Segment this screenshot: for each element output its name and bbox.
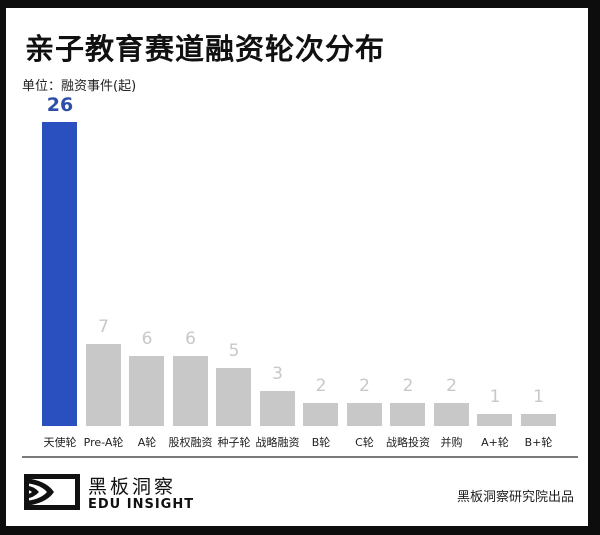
bar bbox=[216, 368, 251, 426]
bar-group: 6 bbox=[125, 329, 169, 426]
category-label: 并购 bbox=[440, 436, 463, 449]
bar bbox=[433, 403, 469, 426]
bar-value-label: 3 bbox=[272, 364, 283, 384]
unit-label: 单位：融资事件(起) bbox=[22, 79, 137, 94]
bar bbox=[346, 403, 382, 426]
bar-value-label: 6 bbox=[141, 329, 153, 349]
category-label: 战略融资 bbox=[255, 436, 300, 449]
bar-value-label: 5 bbox=[228, 341, 240, 361]
category-label: 战略投资 bbox=[386, 436, 430, 449]
bar-value-label: 2 bbox=[402, 376, 414, 396]
bar-group: 1 bbox=[517, 387, 561, 426]
bar bbox=[390, 403, 425, 426]
bar-value-label: 6 bbox=[185, 329, 196, 349]
bar-value-label: 1 bbox=[489, 387, 501, 407]
bar bbox=[129, 356, 164, 426]
category-label: 天使轮 bbox=[43, 436, 77, 449]
bar-group: 2 bbox=[386, 376, 430, 426]
chart-panel: 亲子教育赛道融资轮次分布 单位：融资事件(起) 26 天使轮 7 Pre-A轮 6 A轮 6… bbox=[6, 8, 588, 526]
bar-group: 3 bbox=[256, 364, 300, 426]
category-label: B轮 bbox=[311, 436, 331, 449]
bar-value-label: 2 bbox=[446, 376, 457, 396]
brand-name-en: EDU INSIGHT bbox=[88, 497, 195, 512]
bar bbox=[477, 414, 512, 426]
bar-group: 2 bbox=[343, 376, 387, 426]
bar bbox=[85, 344, 121, 426]
category-label: A+轮 bbox=[481, 436, 509, 449]
bar bbox=[42, 122, 77, 426]
brand-name-cn: 黑板洞察 bbox=[88, 476, 177, 498]
category-label: 股权融资 bbox=[168, 436, 213, 449]
category-label: 种子轮 bbox=[217, 436, 251, 449]
bar-value-label: 2 bbox=[315, 376, 327, 396]
footer-divider bbox=[22, 456, 578, 458]
bar-group: 2 bbox=[299, 376, 343, 426]
bar-group: 2 bbox=[430, 376, 474, 426]
bar-value-label: 2 bbox=[359, 376, 370, 396]
category-label: Pre-A轮 bbox=[83, 436, 124, 449]
bar-chart: 26 天使轮 7 Pre-A轮 6 A轮 6 股权融资 5 种子轮 3 战略融资 2 B轮 2 C轮 2 战略投资… bbox=[6, 8, 588, 458]
bar bbox=[259, 391, 295, 426]
category-label: B+轮 bbox=[524, 436, 553, 449]
bar-group: 7 bbox=[82, 317, 126, 426]
bar-value-label: 7 bbox=[98, 317, 109, 337]
bar-group: 5 bbox=[212, 341, 256, 426]
bar-group: 26 bbox=[38, 94, 82, 426]
bar bbox=[303, 403, 338, 426]
bar-group: 6 bbox=[169, 329, 213, 426]
page-title: 亲子教育赛道融资轮次分布 bbox=[25, 32, 386, 66]
bar bbox=[172, 356, 208, 426]
producer-credit: 黑板洞察研究院出品 bbox=[456, 490, 574, 505]
bar-value-label: 26 bbox=[46, 94, 74, 116]
bar bbox=[520, 414, 556, 426]
bar-group: 1 bbox=[473, 387, 517, 426]
bar-value-label: 1 bbox=[533, 387, 544, 407]
category-label: C轮 bbox=[355, 436, 374, 449]
eye-frame-logo-icon bbox=[24, 474, 80, 510]
category-label: A轮 bbox=[137, 436, 157, 449]
